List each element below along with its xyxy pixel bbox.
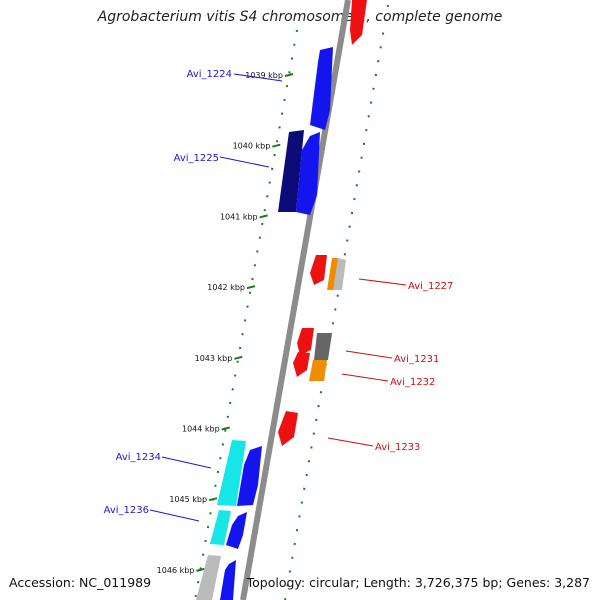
gene-label: Avi_1236	[104, 505, 149, 516]
leader-line	[219, 156, 270, 168]
leader-line	[327, 437, 374, 447]
kbp-tick-label: 1040 kbp	[233, 142, 271, 151]
gene-feature	[210, 510, 231, 545]
gene-label: Avi_1233	[375, 442, 420, 453]
kbp-tick-label: 1039 kbp	[245, 71, 283, 80]
leader-line	[341, 373, 389, 382]
kbp-tick-label: 1041 kbp	[220, 212, 258, 221]
kbp-tick-mark	[284, 73, 294, 77]
gene-feature	[314, 333, 332, 360]
outer-tick-ring	[284, 4, 389, 600]
kbp-tick-label: 1043 kbp	[195, 354, 233, 363]
gene-feature	[293, 352, 310, 377]
gene-feature	[297, 328, 314, 355]
gene-feature	[226, 512, 247, 549]
gene-label: Avi_1224	[187, 69, 232, 80]
kbp-tick-mark	[259, 214, 268, 219]
kbp-tick-label: 1042 kbp	[207, 283, 245, 292]
gene-feature	[217, 440, 246, 506]
gene-feature	[196, 555, 221, 600]
gene-feature	[220, 560, 236, 600]
chromosome-backbone	[240, 0, 351, 600]
gene-feature	[333, 258, 346, 290]
kbp-tick-label: 1044 kbp	[182, 425, 220, 434]
kbp-tick-mark	[272, 143, 281, 148]
gene-feature	[278, 411, 298, 446]
genome-summary-text: Topology: circular; Length: 3,726,375 bp…	[246, 575, 590, 590]
leader-line	[358, 278, 407, 286]
map-title: Agrobacterium vitis S4 chromosome 1, com…	[97, 9, 503, 25]
gene-feature	[310, 255, 327, 285]
kbp-tick-mark	[246, 285, 256, 290]
gene-label: Avi_1227	[408, 281, 453, 292]
gene-feature	[309, 360, 327, 381]
gene-label: Avi_1232	[390, 377, 435, 388]
gene-label: Avi_1225	[174, 153, 219, 164]
gene-label: Avi_1231	[394, 354, 439, 365]
leader-line	[345, 350, 393, 359]
kbp-tick-label: 1046 kbp	[157, 566, 195, 575]
kbp-tick-mark	[221, 426, 230, 431]
accession-text: Accession: NC_011989	[9, 575, 152, 590]
gene-feature	[310, 47, 333, 130]
gene-feature	[296, 132, 320, 215]
kbp-tick-label: 1045 kbp	[169, 495, 207, 504]
kbp-tick-mark	[208, 497, 218, 502]
kbp-tick-mark	[234, 355, 243, 360]
gene-label: Avi_1234	[116, 452, 161, 463]
gene-feature	[350, 0, 367, 45]
gene-feature	[237, 446, 262, 506]
gene-feature	[278, 130, 304, 212]
kbp-ticks: 1039 kbp 1040 kbp 1041 kbp 1042 kbp 1043 kbp…	[157, 71, 294, 575]
leader-line	[161, 456, 212, 469]
kbp-tick-mark	[196, 567, 205, 572]
gene-feature	[327, 258, 338, 290]
leader-line	[233, 73, 283, 82]
leader-line	[149, 509, 200, 522]
